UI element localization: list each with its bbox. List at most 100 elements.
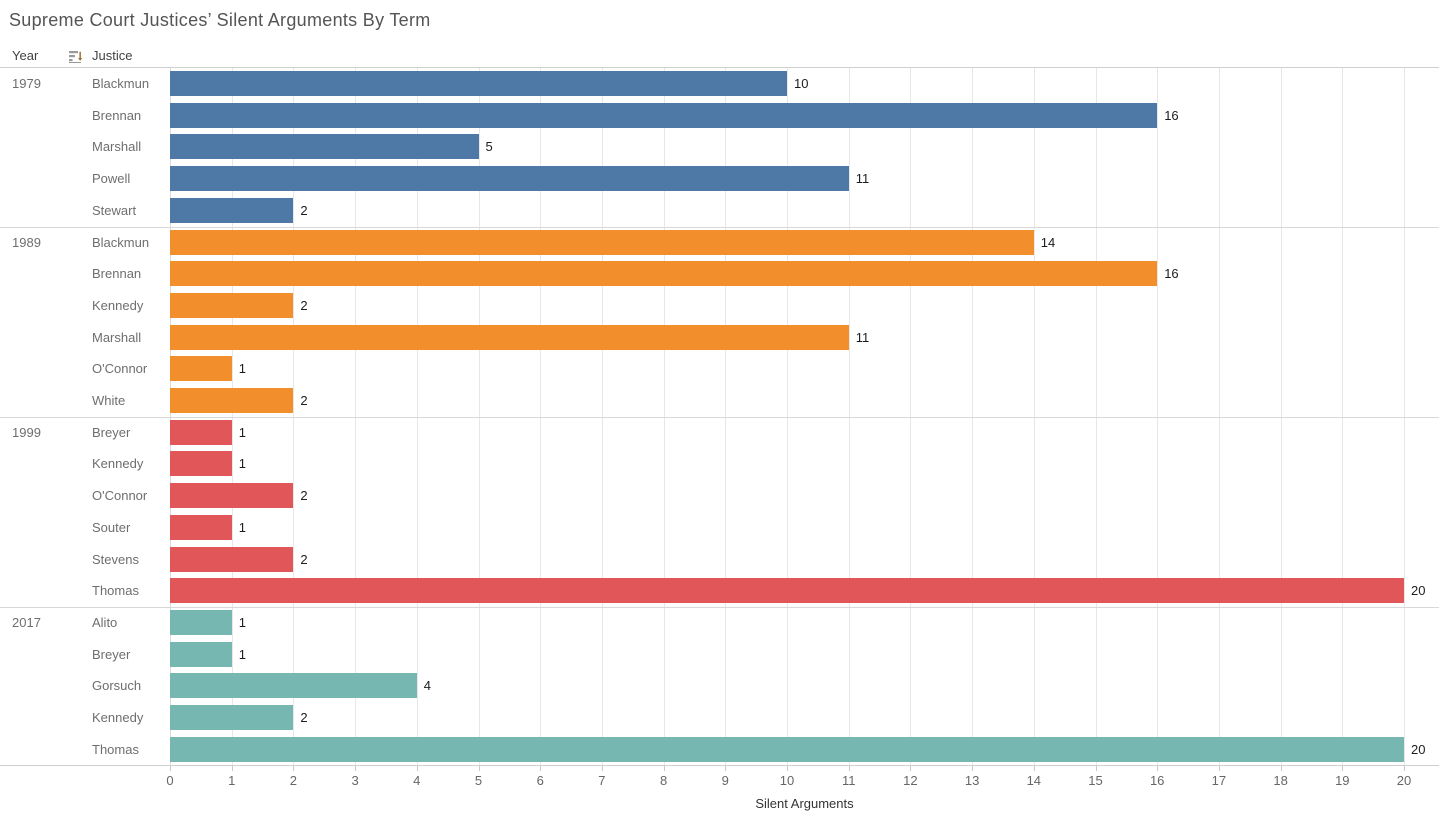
justice-label[interactable]: White xyxy=(92,393,126,408)
chart-row: Marshall 11 xyxy=(0,322,1439,354)
x-axis-tick-label: 7 xyxy=(598,773,606,788)
bar-2017-alito[interactable] xyxy=(170,609,232,635)
justice-label[interactable]: Kennedy xyxy=(92,297,144,313)
bar-1989-marshall[interactable] xyxy=(170,324,849,350)
justice-label[interactable]: Kennedy xyxy=(92,456,144,472)
bar-value-label: 2 xyxy=(300,551,308,567)
bar-value-label: 2 xyxy=(300,710,308,725)
bar-2017-gorsuch[interactable] xyxy=(170,673,417,699)
x-axis-tick-label: 18 xyxy=(1273,773,1288,788)
x-axis-tick-label: 19 xyxy=(1335,773,1350,788)
bar-1999-souter[interactable] xyxy=(170,514,232,540)
justice-label[interactable]: Breyer xyxy=(92,646,131,662)
bar-1989-brennan[interactable] xyxy=(170,261,1158,287)
sort-descending-icon[interactable] xyxy=(69,50,85,63)
x-axis-tick xyxy=(1342,766,1344,771)
justice-label[interactable]: Brennan xyxy=(92,266,142,282)
justice-label[interactable]: Blackmun xyxy=(92,234,150,250)
justice-column-header[interactable]: Justice xyxy=(92,48,133,63)
justice-label[interactable]: Breyer xyxy=(92,424,131,440)
bar-value-label: 2 xyxy=(300,202,308,218)
year-label[interactable]: 2017 xyxy=(12,614,41,630)
x-axis-tick xyxy=(170,766,171,771)
justice-label[interactable]: Kennedy xyxy=(92,710,144,725)
justice-label[interactable]: Thomas xyxy=(92,741,139,757)
justice-label[interactable]: Thomas xyxy=(92,583,139,599)
justice-label[interactable]: Marshall xyxy=(92,329,142,345)
chart-row: Breyer 1 xyxy=(0,639,1439,671)
x-axis-tick xyxy=(1157,766,1159,771)
justice-label[interactable]: Marshall xyxy=(92,139,142,155)
bar-1979-stewart[interactable] xyxy=(170,197,294,223)
x-axis-tick xyxy=(540,766,542,771)
bar-value-label: 20 xyxy=(1411,741,1426,757)
year-label[interactable]: 1999 xyxy=(12,424,41,440)
bar-value-label: 1 xyxy=(238,646,246,662)
bar-1979-marshall[interactable] xyxy=(170,134,479,160)
bar-1999-breyer[interactable] xyxy=(170,419,232,445)
bar-value-label: 11 xyxy=(855,171,870,187)
x-axis-tick-label: 14 xyxy=(1026,773,1042,788)
bar-1999-oconnor[interactable] xyxy=(170,483,294,509)
bar-1989-kennedy[interactable] xyxy=(170,292,294,318)
justice-label[interactable]: Alito xyxy=(92,614,118,630)
bar-2017-breyer[interactable] xyxy=(170,641,232,667)
x-axis-tick-label: 3 xyxy=(351,773,359,788)
justice-label[interactable]: Souter xyxy=(92,519,131,535)
justice-label[interactable]: Powell xyxy=(92,171,131,187)
bar-1979-blackmun[interactable] xyxy=(170,71,787,96)
x-axis-tick-label: 17 xyxy=(1211,773,1227,788)
chart-row: Stewart 2 xyxy=(0,195,1439,227)
chart-row: Gorsuch 4 xyxy=(0,670,1439,702)
bar-2017-kennedy[interactable] xyxy=(170,705,294,730)
bar-value-label: 2 xyxy=(300,297,308,313)
justice-label[interactable]: Blackmun xyxy=(92,76,150,91)
bar-1979-powell[interactable] xyxy=(170,166,849,192)
bar-value-label: 1 xyxy=(238,424,246,440)
bar-1989-oconnor[interactable] xyxy=(170,356,232,382)
x-axis-tick-label: 10 xyxy=(779,773,795,788)
bar-1979-brennan[interactable] xyxy=(170,102,1158,128)
bar-value-label: 10 xyxy=(794,76,809,91)
justice-label[interactable]: Gorsuch xyxy=(92,678,142,694)
justice-label[interactable]: Stewart xyxy=(92,202,137,218)
bar-value-label: 1 xyxy=(238,519,246,535)
chart-row: O'Connor 1 xyxy=(0,353,1439,385)
plot-area: 1979 Blackmun 10 Brennan 16 Marshall 5 Powell 11… xyxy=(0,68,1439,766)
chart-row: 1979 Blackmun 10 xyxy=(0,68,1439,100)
chart-row: Powell 11 xyxy=(0,163,1439,195)
x-axis-tick-label: 1 xyxy=(228,773,236,788)
justice-label[interactable]: O'Connor xyxy=(92,361,148,377)
x-axis-tick xyxy=(1218,766,1220,771)
year-label[interactable]: 1989 xyxy=(12,234,41,250)
chart-row: Souter 1 xyxy=(0,512,1439,544)
chart-row: Thomas 20 xyxy=(0,575,1439,607)
justice-label[interactable]: Brennan xyxy=(92,107,142,123)
x-axis-tick xyxy=(787,766,788,771)
bar-1989-blackmun[interactable] xyxy=(170,229,1034,255)
x-axis-tick-label: 12 xyxy=(903,773,918,788)
x-axis-tick xyxy=(910,766,912,771)
x-axis-tick-label: 13 xyxy=(964,773,980,788)
x-axis-tick-label: 5 xyxy=(474,773,483,788)
bar-1989-white[interactable] xyxy=(170,388,294,413)
group-separator xyxy=(0,606,1439,608)
x-axis-tick-label: 2 xyxy=(289,773,297,788)
year-column-header[interactable]: Year xyxy=(12,48,39,63)
justice-label[interactable]: O'Connor xyxy=(92,488,148,504)
bar-value-label: 1 xyxy=(238,456,246,472)
chart-row: Brennan 16 xyxy=(0,258,1439,290)
x-axis-tick-label: 8 xyxy=(659,773,668,788)
bar-1999-stevens[interactable] xyxy=(170,546,294,572)
bar-value-label: 14 xyxy=(1040,234,1056,250)
year-label[interactable]: 1979 xyxy=(12,76,41,91)
bar-value-label: 2 xyxy=(300,488,308,504)
justice-label[interactable]: Stevens xyxy=(92,551,139,567)
bar-1999-kennedy[interactable] xyxy=(170,451,232,477)
chart-row: Kennedy 2 xyxy=(0,702,1439,734)
bar-1999-thomas[interactable] xyxy=(170,578,1404,604)
bar-2017-thomas[interactable] xyxy=(170,736,1404,762)
x-axis-tick-label: 15 xyxy=(1088,773,1103,788)
chart-row: Thomas 20 xyxy=(0,734,1439,766)
group-separator xyxy=(0,416,1439,418)
